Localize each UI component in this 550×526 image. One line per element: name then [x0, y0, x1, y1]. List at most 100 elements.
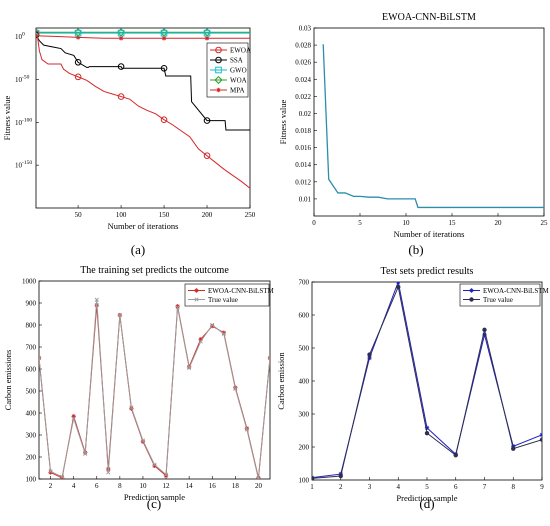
- legend-label: True value: [483, 296, 513, 304]
- tick-label: 10: [15, 33, 23, 41]
- legend-label: True value: [208, 296, 238, 304]
- tick-label: 0.022: [295, 93, 311, 101]
- tick-label: 0.016: [295, 144, 311, 152]
- tick-label: 4: [72, 482, 76, 490]
- data-point: [203, 29, 211, 37]
- data-point: [221, 331, 226, 336]
- tick-exponent: 0: [22, 32, 25, 38]
- legend-label: WOA: [230, 76, 247, 84]
- tick-label: 10: [15, 162, 23, 170]
- tick-label: 5: [425, 483, 429, 491]
- tick-label: 0.02: [299, 110, 312, 118]
- data-point: [117, 312, 122, 318]
- tick-label: 20: [255, 482, 263, 490]
- tick-label: 100: [26, 476, 37, 484]
- legend-label: MPA: [230, 86, 245, 94]
- data-point: [367, 352, 372, 357]
- tick-label: 20: [495, 219, 503, 227]
- data-point: [210, 323, 215, 329]
- plot-frame: [38, 280, 271, 480]
- data-point: [129, 405, 134, 410]
- plot-area: [322, 44, 544, 209]
- data-point: [83, 451, 88, 456]
- x-axis-label: Number of iterations: [108, 221, 179, 231]
- data-point: [152, 463, 157, 468]
- legend-marker: [216, 87, 221, 93]
- data-point: [160, 64, 168, 72]
- legend-box: [184, 283, 270, 307]
- tick-label: 3: [368, 483, 372, 491]
- tick-label: 0.024: [295, 76, 311, 84]
- tick-label: 0: [312, 219, 316, 227]
- data-point: [74, 73, 82, 81]
- data-point: [163, 472, 169, 477]
- tick-label: 12: [163, 482, 171, 490]
- plot-area: [36, 28, 250, 189]
- chart-panel-c: 2 4 6 8 10 12 14 16 18 20 100 200 300 400 500 600 700 800…: [3, 265, 274, 511]
- tick-label: 50: [75, 211, 83, 219]
- tick-label: 5: [358, 219, 362, 227]
- tick-label: 10: [139, 482, 147, 490]
- tick-label: 7: [483, 483, 487, 491]
- legend-label: GWO: [230, 66, 247, 74]
- legend-marker: [469, 288, 474, 293]
- tick-label: 14: [186, 482, 194, 490]
- data-point: [74, 29, 82, 37]
- data-point: [59, 475, 65, 479]
- data-point: [396, 282, 401, 285]
- panel-caption: (b): [408, 242, 423, 257]
- series-line: [36, 33, 250, 189]
- data-point: [161, 36, 167, 41]
- tick-label: 100: [116, 211, 127, 219]
- tick-label: 16: [209, 482, 217, 490]
- tick-label: 400: [299, 378, 310, 386]
- data-point: [204, 36, 210, 41]
- data-point: [71, 416, 76, 421]
- tick-label: 200: [202, 211, 213, 219]
- tick-label: 250: [245, 211, 256, 219]
- tick-label: 9: [540, 483, 544, 491]
- tick-label: 10: [403, 219, 411, 227]
- tick-label: 6: [95, 482, 99, 490]
- data-point: [117, 93, 125, 100]
- series-line: [36, 34, 250, 131]
- tick-label: 150: [159, 211, 170, 219]
- tick-label: 8: [512, 483, 516, 491]
- tick-label: 900: [26, 300, 37, 308]
- data-point: [59, 474, 65, 479]
- legend-label: EWOA: [230, 46, 251, 54]
- data-point: [396, 284, 401, 290]
- tick-exponent: -100: [22, 117, 32, 123]
- chart-title: Test sets predict results: [381, 266, 474, 277]
- tick-exponent: -150: [22, 160, 32, 166]
- tick-label: 200: [299, 444, 310, 452]
- legend-box: [459, 283, 541, 307]
- panel-caption: (d): [419, 496, 434, 511]
- data-point: [424, 425, 430, 431]
- tick-label: 700: [299, 279, 310, 287]
- tick-label: 6: [454, 483, 458, 491]
- tick-label: 500: [26, 388, 37, 396]
- series-line: [39, 305, 270, 479]
- data-point: [160, 116, 168, 124]
- data-point: [482, 327, 487, 333]
- series-line: [36, 35, 250, 39]
- data-point: [539, 432, 542, 437]
- data-point: [117, 63, 125, 70]
- data-point: [312, 476, 315, 480]
- plot-area: [39, 297, 270, 479]
- x-axis-label: Prediction sample: [396, 493, 457, 503]
- tick-label: 600: [299, 312, 310, 320]
- data-point: [175, 305, 180, 310]
- data-point: [453, 453, 458, 458]
- y-axis-label: Fitness value: [278, 99, 288, 144]
- tick-label: 0.026: [295, 59, 311, 67]
- data-point: [39, 355, 42, 361]
- data-point: [511, 446, 516, 451]
- tick-exponent: -50: [22, 74, 30, 80]
- panel-caption: (a): [131, 242, 145, 257]
- legend: EWOA SSA GWO WOA MPA: [206, 42, 251, 98]
- tick-label: 18: [232, 482, 240, 490]
